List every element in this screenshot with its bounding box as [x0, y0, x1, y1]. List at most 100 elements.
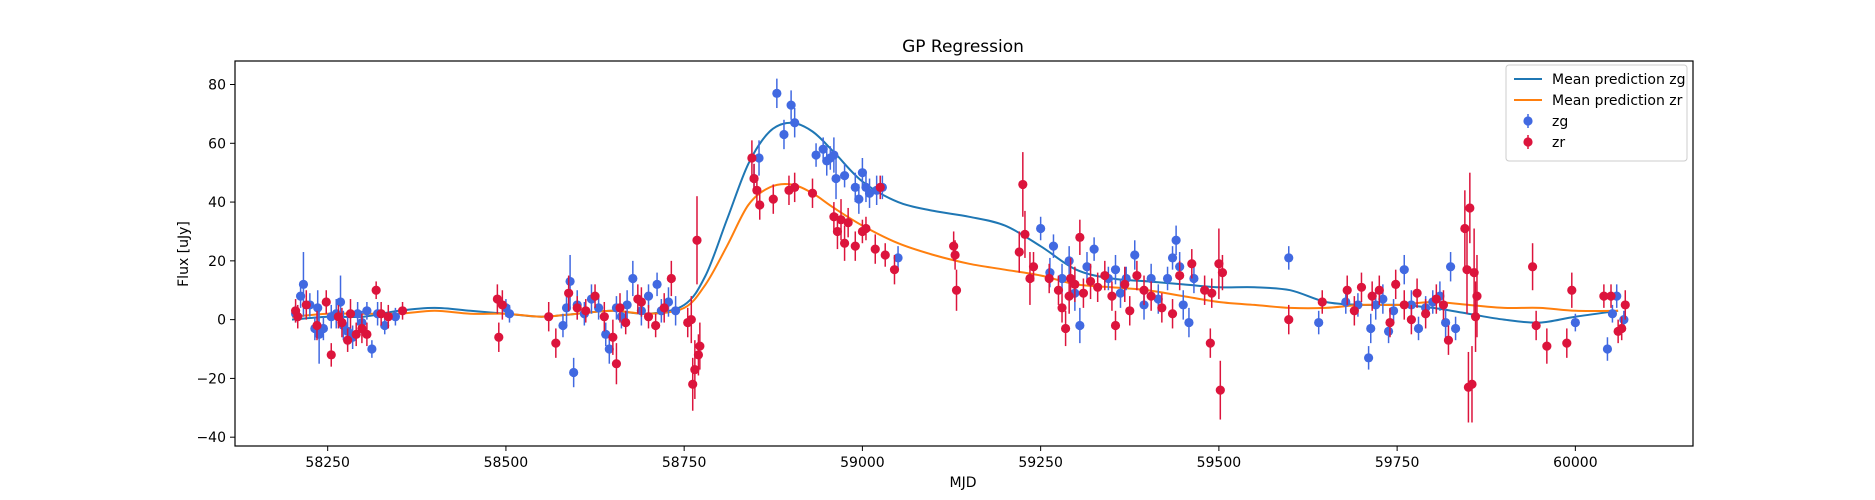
legend-label: Mean prediction zr [1552, 93, 1683, 109]
data-point [790, 118, 800, 128]
data-point [831, 173, 841, 184]
data-point [779, 129, 789, 140]
data-point [1391, 279, 1401, 289]
data-point [861, 223, 871, 234]
data-point [312, 320, 322, 331]
data-point [1028, 262, 1039, 272]
data-point [1284, 253, 1294, 263]
data-point [1162, 273, 1173, 284]
legend-marker-swatch [1523, 116, 1533, 126]
data-point [755, 200, 765, 210]
data-point [1619, 315, 1629, 325]
data-point [1406, 315, 1416, 325]
data-point [1217, 268, 1228, 278]
data-point [1078, 288, 1089, 298]
data-point [850, 182, 860, 192]
data-point [1443, 335, 1454, 345]
data-point [1110, 320, 1121, 331]
y-tick-label: 80 [208, 78, 226, 94]
data-point [1053, 285, 1064, 295]
data-point [768, 194, 778, 204]
data-point [1207, 288, 1217, 298]
data-point [397, 306, 408, 316]
data-point [1399, 300, 1409, 310]
plot-area-frame [234, 60, 1694, 447]
data-point [1421, 309, 1431, 319]
legend-box [1505, 64, 1688, 162]
data-point [864, 188, 875, 198]
data-point [1110, 265, 1121, 275]
data-point [1374, 285, 1384, 295]
data-point [843, 218, 853, 228]
data-point [313, 303, 323, 313]
legend-label: Mean prediction zg [1552, 72, 1686, 88]
data-point [376, 309, 386, 319]
data-point [1187, 259, 1197, 269]
data-point [1470, 312, 1481, 322]
data-point [1606, 291, 1616, 301]
series-zr [291, 140, 1630, 423]
data-point [1057, 303, 1067, 313]
data-point [1450, 323, 1461, 334]
data-point [1100, 270, 1110, 281]
data-point [688, 379, 698, 389]
data-point [1125, 306, 1135, 316]
legend-label: zr [1552, 135, 1565, 151]
data-point [1472, 291, 1482, 301]
data-point [889, 265, 900, 275]
data-point [335, 297, 346, 307]
data-point [1020, 229, 1030, 239]
legend: Mean prediction zg Mean prediction zr zg zr [1505, 64, 1688, 162]
data-point [608, 332, 618, 342]
data-point [594, 303, 604, 313]
data-point [1018, 179, 1028, 190]
data-point [1167, 309, 1178, 319]
data-point [362, 306, 372, 316]
data-point [1089, 244, 1099, 254]
legend-marker-swatch [1523, 137, 1533, 147]
x-tick-label: 58500 [484, 455, 529, 471]
data-point [504, 309, 515, 319]
data-point [601, 329, 611, 339]
data-point [1146, 291, 1156, 301]
data-point [326, 350, 336, 360]
data-point [1115, 288, 1126, 298]
data-point [564, 288, 574, 298]
data-point [390, 312, 401, 322]
data-point [1146, 273, 1156, 284]
data-point [839, 238, 850, 248]
data-point [1057, 273, 1067, 284]
data-point [880, 250, 890, 260]
data-point [1438, 300, 1449, 310]
y-tick-label: −20 [196, 371, 226, 387]
data-point [1431, 294, 1441, 304]
data-point [1314, 317, 1324, 328]
data-point [1349, 306, 1359, 316]
data-point [1167, 253, 1178, 263]
data-point [362, 329, 372, 339]
data-point [1107, 291, 1117, 301]
data-point [367, 344, 377, 354]
data-point [1178, 300, 1188, 310]
data-point [1383, 326, 1394, 336]
series-zg [291, 78, 1629, 388]
data-point [659, 303, 669, 313]
data-point [1200, 285, 1210, 295]
data-point [1064, 256, 1074, 266]
data-point [383, 312, 393, 322]
data-point [1467, 379, 1477, 389]
data-point [666, 273, 676, 284]
data-point [1356, 282, 1367, 292]
data-point [345, 309, 356, 319]
data-point [1025, 273, 1035, 284]
data-point [671, 306, 681, 316]
data-point [1413, 323, 1424, 334]
data-point [298, 279, 309, 289]
data-point [690, 364, 700, 375]
data-point [747, 153, 757, 163]
data-point [1093, 282, 1103, 292]
data-point [497, 300, 507, 310]
data-point [1465, 203, 1475, 213]
data-point [1070, 279, 1080, 289]
